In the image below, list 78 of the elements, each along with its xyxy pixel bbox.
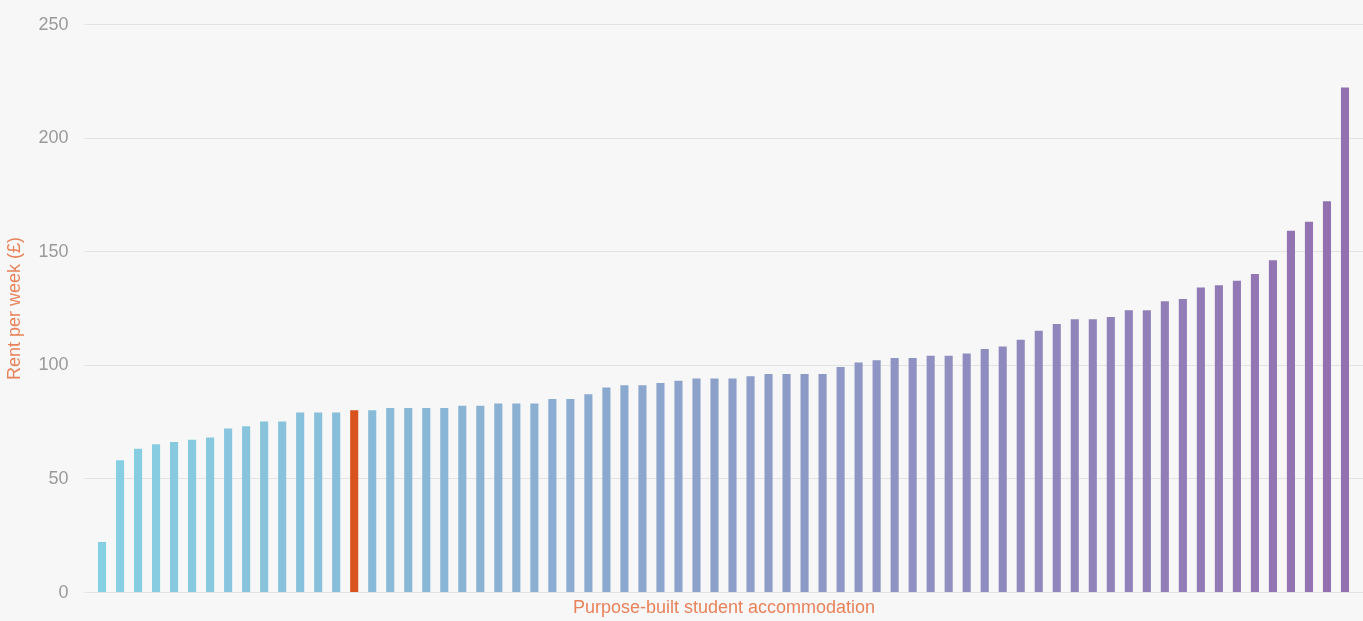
bar <box>512 403 521 592</box>
bar <box>602 387 611 592</box>
bar <box>1214 285 1223 592</box>
bar <box>998 346 1007 592</box>
bar <box>638 385 647 592</box>
bar <box>350 410 359 592</box>
bar <box>836 367 845 592</box>
bar <box>404 407 413 592</box>
bar <box>674 380 683 592</box>
bar <box>584 394 593 592</box>
bar <box>728 378 737 592</box>
bar <box>530 403 539 592</box>
bar <box>1106 317 1115 592</box>
bar <box>422 407 431 592</box>
bar <box>1142 310 1151 592</box>
bar <box>206 437 215 592</box>
y-tick-label: 0 <box>58 581 69 602</box>
bar <box>188 439 197 592</box>
y-tick-label: 200 <box>38 127 69 148</box>
bar <box>386 407 395 592</box>
bar <box>133 448 143 592</box>
bar <box>620 385 629 592</box>
bar <box>476 405 485 592</box>
bar <box>260 421 269 592</box>
bar <box>890 357 899 592</box>
y-axis-title: Rent per week (£) <box>4 236 25 381</box>
bar <box>926 355 935 592</box>
bar <box>332 412 341 592</box>
bar <box>1178 298 1187 592</box>
bar <box>764 373 773 592</box>
bar <box>458 405 467 592</box>
y-tick-label: 50 <box>48 467 69 488</box>
bar <box>962 353 971 592</box>
bar <box>566 398 575 592</box>
bar <box>97 542 107 592</box>
bar <box>746 376 755 592</box>
bar <box>368 410 377 592</box>
bar <box>548 398 557 592</box>
bar <box>314 412 323 592</box>
bar <box>980 348 989 592</box>
bar <box>1304 221 1314 592</box>
bar <box>782 373 791 592</box>
bar <box>1286 230 1295 592</box>
bar <box>494 403 503 592</box>
bar <box>1196 287 1205 592</box>
bar <box>278 421 287 592</box>
bar <box>872 360 881 592</box>
bar <box>224 428 233 592</box>
bar <box>1340 87 1350 592</box>
bar <box>1160 301 1169 592</box>
bar <box>1268 260 1277 592</box>
bar <box>1034 330 1043 592</box>
bar <box>1070 319 1079 592</box>
bar <box>944 355 953 592</box>
x-axis-title: Purpose-built student accommodation <box>572 596 876 617</box>
bar <box>242 426 251 592</box>
bar <box>656 382 665 592</box>
bar <box>818 373 827 592</box>
bar <box>296 412 305 592</box>
bar <box>1052 323 1061 592</box>
bar <box>1250 273 1259 592</box>
bar <box>1124 310 1133 592</box>
bar <box>1322 201 1332 592</box>
bar <box>115 460 125 592</box>
bar <box>440 407 449 592</box>
bar <box>692 378 701 592</box>
bar <box>800 373 809 592</box>
bar <box>152 444 161 592</box>
bar <box>1088 319 1097 592</box>
bar <box>1016 339 1025 592</box>
y-tick-label: 100 <box>38 354 69 375</box>
y-tick-label: 150 <box>38 240 69 261</box>
bar <box>1232 280 1241 592</box>
bar <box>710 378 719 592</box>
bar <box>854 362 863 592</box>
y-tick-label: 250 <box>38 13 69 34</box>
bar <box>908 357 917 592</box>
bar <box>170 442 179 592</box>
